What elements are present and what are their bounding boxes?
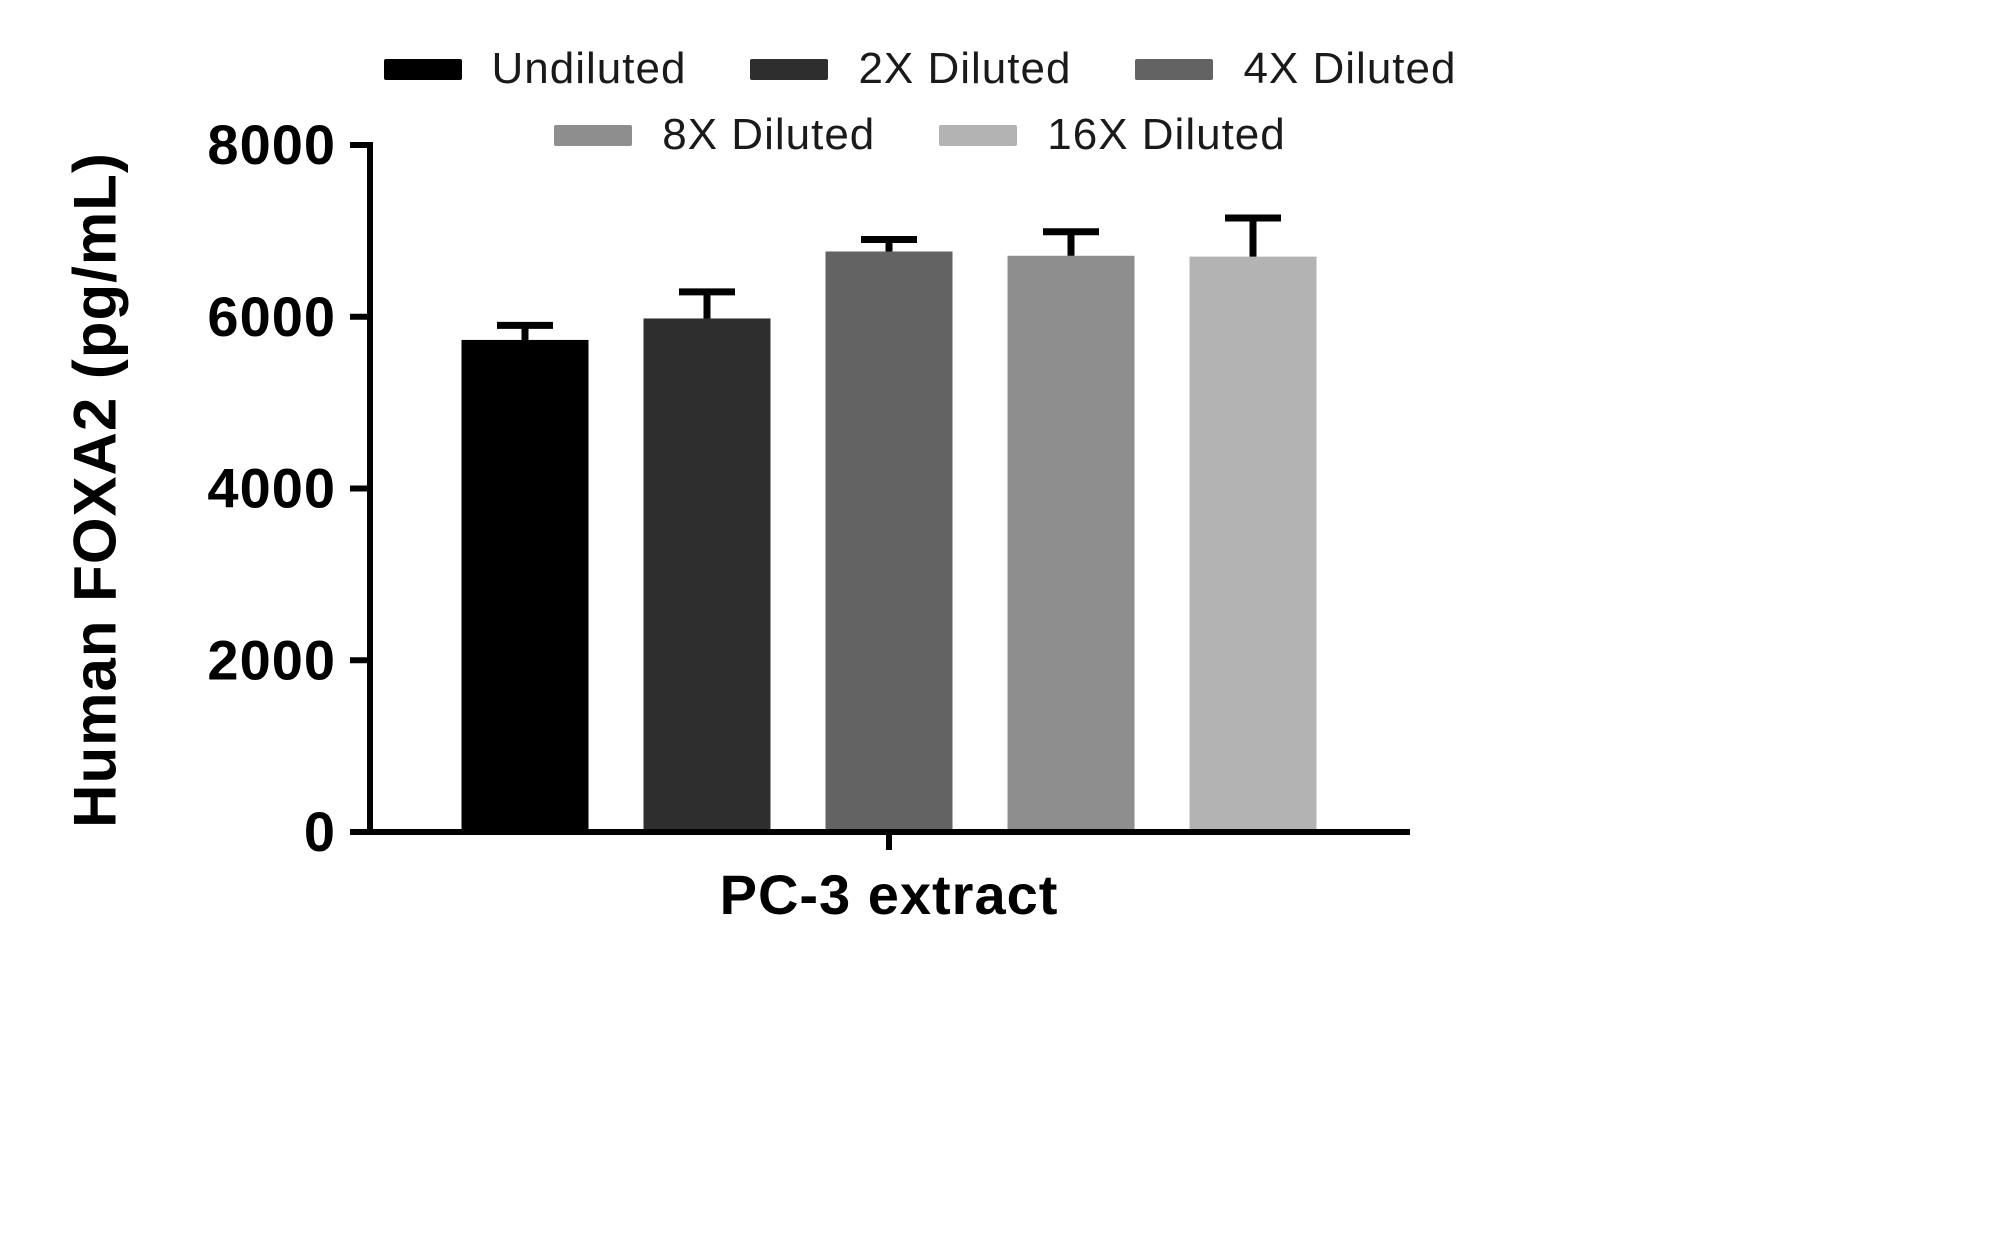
legend-swatch-4x-diluted (1135, 58, 1214, 80)
legend-item-16x-diluted: 16X Diluted (939, 110, 1285, 160)
legend-label-16x-diluted: 16X Diluted (1047, 110, 1286, 159)
legend-row-1: Undiluted 2X Diluted 4X Diluted (383, 44, 1457, 94)
legend-item-8x-diluted: 8X Diluted (554, 110, 875, 160)
y-tick-label-8000: 8000 (207, 113, 336, 176)
bar-8x-diluted (1007, 255, 1135, 832)
y-tick-label-2000: 2000 (207, 628, 336, 691)
legend-swatch-16x-diluted (939, 124, 1018, 146)
legend-label-2x-diluted: 2X Diluted (858, 44, 1072, 93)
legend-item-4x-diluted: 4X Diluted (1135, 44, 1456, 94)
legend-label-undiluted: Undiluted (491, 44, 687, 93)
y-tick-label-6000: 6000 (207, 285, 336, 348)
legend-item-undiluted: Undiluted (383, 44, 687, 94)
legend-swatch-8x-diluted (554, 124, 633, 146)
legend: Undiluted 2X Diluted 4X Diluted 8X Dilut… (320, 44, 1520, 160)
bar-2x-diluted (643, 318, 771, 832)
legend-item-2x-diluted: 2X Diluted (750, 44, 1071, 94)
y-tick-label-4000: 4000 (207, 457, 336, 520)
legend-row-2: 8X Diluted 16X Diluted (554, 110, 1286, 160)
legend-swatch-undiluted (383, 58, 462, 80)
bar-4x-diluted (825, 251, 953, 833)
bar-16x-diluted (1189, 256, 1317, 832)
legend-label-8x-diluted: 8X Diluted (662, 110, 876, 159)
y-tick-label-0: 0 (304, 800, 336, 863)
legend-label-4x-diluted: 4X Diluted (1243, 44, 1457, 93)
x-axis-title: PC-3 extract (719, 863, 1059, 926)
bar-undiluted (461, 339, 589, 832)
legend-swatch-2x-diluted (750, 58, 829, 80)
